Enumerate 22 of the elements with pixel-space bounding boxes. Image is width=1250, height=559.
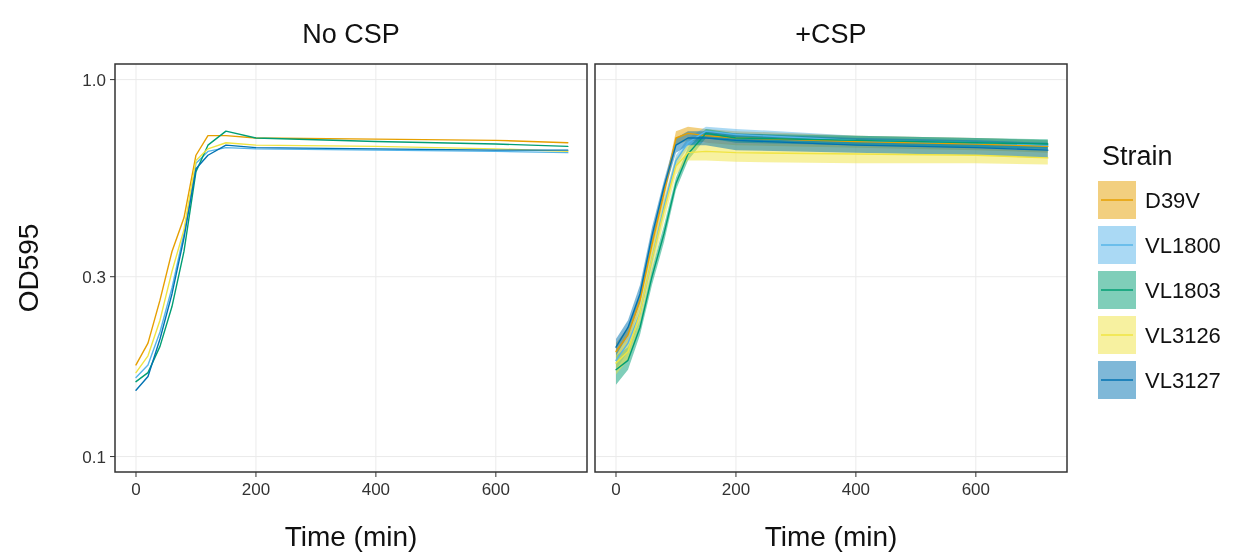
x-tick-label: 600 (961, 480, 991, 499)
chart-title: No CSP (302, 19, 400, 49)
legend-title: Strain (1102, 141, 1173, 171)
y-tick-label: 0.3 (82, 267, 106, 287)
y-tick-label: 0.1 (82, 447, 106, 467)
y-axis-title: OD595 (13, 223, 44, 313)
x-tick-label: 0 (131, 480, 141, 499)
legend-label: VL1803 (1145, 277, 1221, 303)
legend-label: VL3127 (1145, 367, 1221, 393)
x-tick-label: 400 (361, 480, 391, 499)
legend-label: VL1800 (1145, 232, 1221, 258)
x-tick-label: 400 (841, 480, 871, 499)
legend-label: D39V (1145, 187, 1201, 213)
x-axis-title: Time (min) (764, 521, 898, 552)
legend-label: VL3126 (1145, 322, 1221, 348)
y-tick-label: 1.0 (82, 70, 106, 90)
x-tick-label: 200 (241, 480, 271, 499)
x-tick-label: 0 (611, 480, 621, 499)
x-tick-label: 200 (721, 480, 751, 499)
x-tick-label: 600 (481, 480, 511, 499)
x-axis-title: Time (min) (284, 521, 418, 552)
chart-title: +CSP (795, 19, 867, 49)
